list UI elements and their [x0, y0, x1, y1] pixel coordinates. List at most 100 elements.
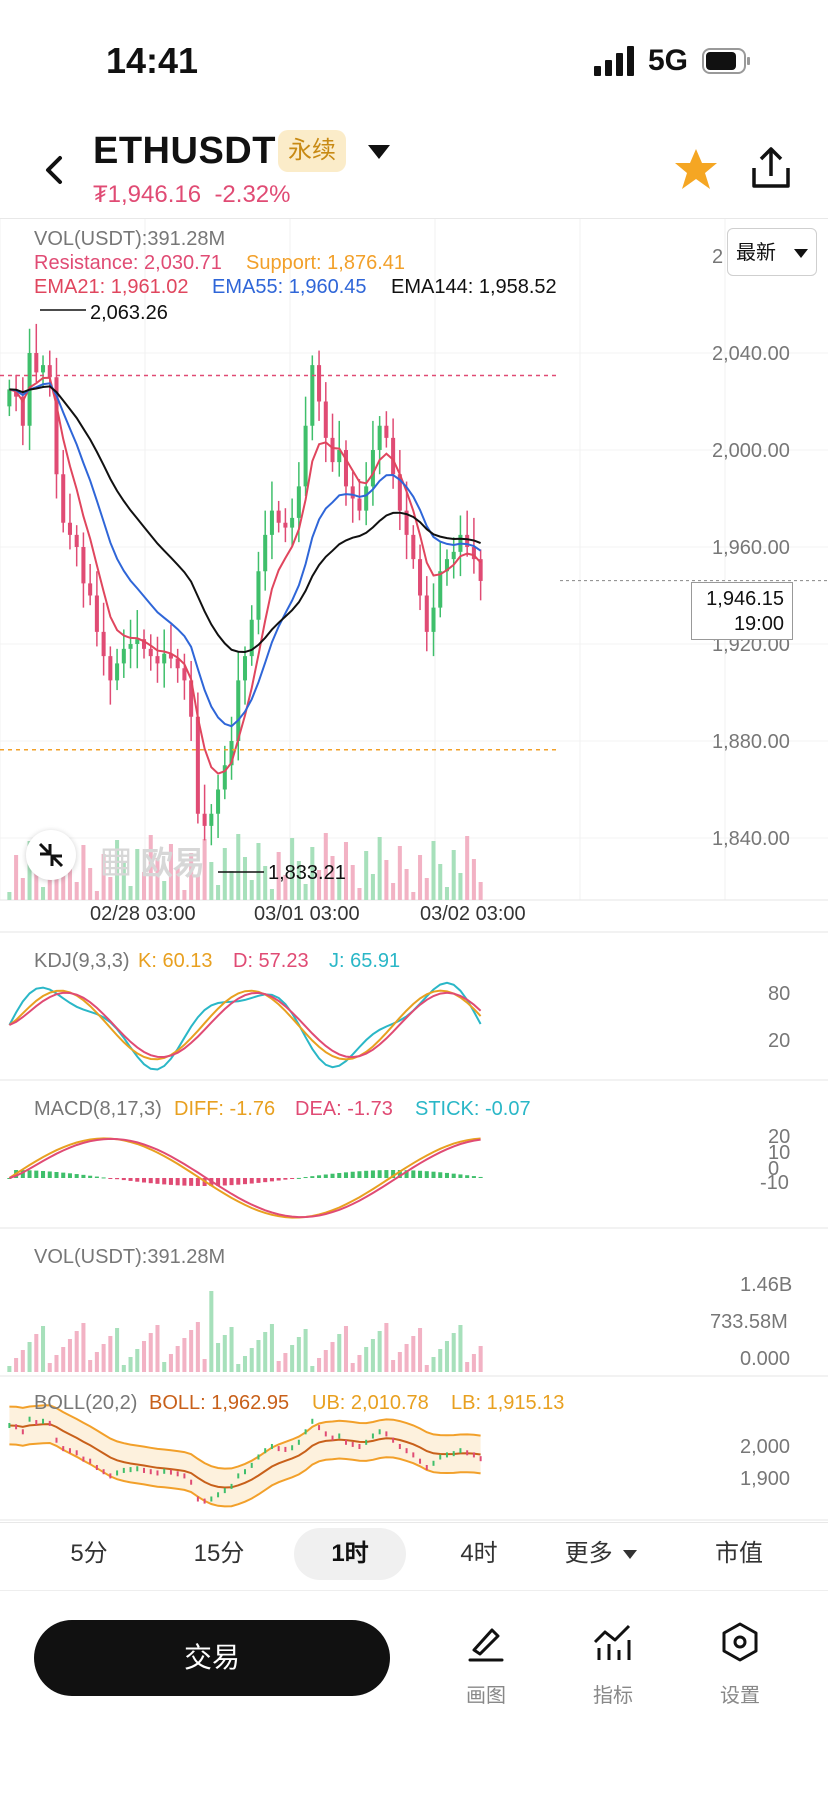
- volume-pane-bar: [249, 1348, 254, 1372]
- volume-bar: [444, 887, 449, 900]
- volume-bar: [283, 875, 288, 900]
- volume-pane-bar: [384, 1323, 389, 1372]
- macd-histogram-bar: [397, 1170, 402, 1178]
- volume-pane-bar: [175, 1346, 180, 1372]
- macd-histogram-bar: [478, 1176, 483, 1178]
- volume-pane-bar: [458, 1325, 463, 1372]
- indicator-button[interactable]: 指标: [573, 1620, 653, 1708]
- main-vol-label: VOL(USDT):391.28M: [34, 228, 226, 250]
- volume-bar: [88, 868, 93, 900]
- volume-bar: [182, 890, 187, 900]
- volume-bar: [135, 849, 140, 900]
- candle-body: [189, 680, 194, 717]
- macd-histogram-bar: [350, 1171, 355, 1178]
- trade-button[interactable]: 交易: [34, 1620, 390, 1696]
- fullscreen-button[interactable]: [26, 830, 76, 880]
- candle-body: [337, 450, 342, 463]
- macd-diff: DIFF: -1.76: [174, 1098, 276, 1120]
- volume-pane-bar: [242, 1356, 248, 1372]
- candle-body: [296, 486, 301, 518]
- volume-pane-bar: [27, 1342, 32, 1372]
- ema55-label: EMA55: 1,960.45: [212, 276, 367, 298]
- volume-pane-bar: [310, 1366, 315, 1372]
- macd-axis-label: 10: [768, 1142, 791, 1164]
- macd-histogram-bar: [418, 1170, 423, 1178]
- volume-pane-bar: [189, 1330, 194, 1372]
- back-arrow-icon[interactable]: [40, 150, 70, 190]
- draw-label: 画图: [466, 1685, 506, 1707]
- candle-body: [323, 401, 328, 438]
- macd-histogram-bar: [411, 1170, 416, 1178]
- candle-body: [397, 474, 402, 511]
- timeframe-4h[interactable]: 4时: [460, 1540, 498, 1567]
- timeframe-5m[interactable]: 5分: [70, 1540, 108, 1567]
- volume-pane-bar: [377, 1331, 382, 1372]
- volume-pane-bar: [330, 1342, 335, 1372]
- macd-histogram-bar: [458, 1174, 463, 1178]
- macd-histogram-bar: [175, 1178, 180, 1186]
- pair-title[interactable]: ETHUSDT: [93, 130, 276, 172]
- kdj-axis-label: 20: [768, 1030, 791, 1052]
- settings-label: 设置: [720, 1685, 760, 1707]
- macd-histogram-bar: [20, 1170, 25, 1178]
- volume-bar: [236, 834, 241, 900]
- volume-pane-bar: [182, 1338, 187, 1372]
- macd-histogram-bar: [229, 1178, 234, 1186]
- macd-histogram-bar: [471, 1176, 476, 1178]
- candle-body: [182, 668, 187, 681]
- macd-histogram-bar: [54, 1172, 59, 1178]
- header-divider: [0, 218, 828, 219]
- share-icon[interactable]: [748, 144, 794, 190]
- candle-body: [478, 559, 483, 581]
- volume-pane-bar: [411, 1336, 416, 1372]
- settings-hexagon-icon: [722, 1622, 758, 1662]
- volume-bar: [330, 856, 335, 900]
- candle-body: [236, 680, 241, 741]
- settings-button[interactable]: 设置: [700, 1620, 780, 1708]
- macd-histogram-bar: [310, 1176, 315, 1178]
- macd-histogram-bar: [283, 1178, 288, 1180]
- draw-tool-button[interactable]: 画图: [446, 1620, 526, 1708]
- indicator-chart-icon: [593, 1624, 631, 1660]
- candle-body: [350, 486, 355, 499]
- candle-body: [74, 534, 79, 547]
- volume-bar: [216, 885, 221, 900]
- volume-bar: [350, 865, 355, 900]
- macd-histogram-bar: [343, 1172, 349, 1178]
- candle-body: [370, 450, 375, 487]
- volume-bar: [175, 867, 180, 900]
- macd-histogram-bar: [67, 1173, 72, 1178]
- timeframe-15m[interactable]: 15分: [193, 1540, 245, 1567]
- volume-bar: [411, 892, 416, 900]
- volume-pane-bar: [404, 1344, 409, 1372]
- macd-histogram-bar: [444, 1172, 449, 1178]
- volume-bar: [101, 854, 106, 900]
- candle-body: [155, 656, 160, 664]
- volume-pane-bar: [168, 1354, 173, 1372]
- candle-body: [391, 437, 396, 475]
- ema144-line: [9, 385, 481, 654]
- favorite-star-icon[interactable]: [673, 146, 719, 192]
- macd-histogram-bar: [242, 1178, 248, 1185]
- volume-pane-bar: [67, 1339, 72, 1372]
- candle-body: [20, 396, 25, 426]
- timeframe-1h[interactable]: 1时: [294, 1528, 406, 1580]
- macd-histogram-bar: [222, 1178, 227, 1186]
- macd-histogram-bar: [47, 1171, 52, 1178]
- candlestick-chart[interactable]: [0, 219, 828, 1521]
- timeframe-market-cap[interactable]: 市值: [715, 1540, 763, 1567]
- kdj-d-line: [8, 991, 482, 1059]
- timeframe-more[interactable]: 更多: [556, 1528, 646, 1580]
- price-mode-dropdown[interactable]: 最新: [727, 228, 817, 276]
- candle-body: [444, 559, 449, 572]
- macd-histogram-bar: [384, 1170, 389, 1178]
- perpetual-badge: 永续: [278, 130, 346, 172]
- x-axis-label: 03/02 03:00: [420, 903, 526, 925]
- macd-axis-label: 20: [768, 1126, 791, 1148]
- macd-histogram-bar: [81, 1174, 86, 1178]
- candle-body: [162, 653, 167, 664]
- volume-pane-bar: [478, 1346, 483, 1372]
- candle-body: [168, 653, 173, 659]
- pair-dropdown-icon[interactable]: [368, 145, 390, 161]
- volume-pane-bar: [155, 1325, 160, 1372]
